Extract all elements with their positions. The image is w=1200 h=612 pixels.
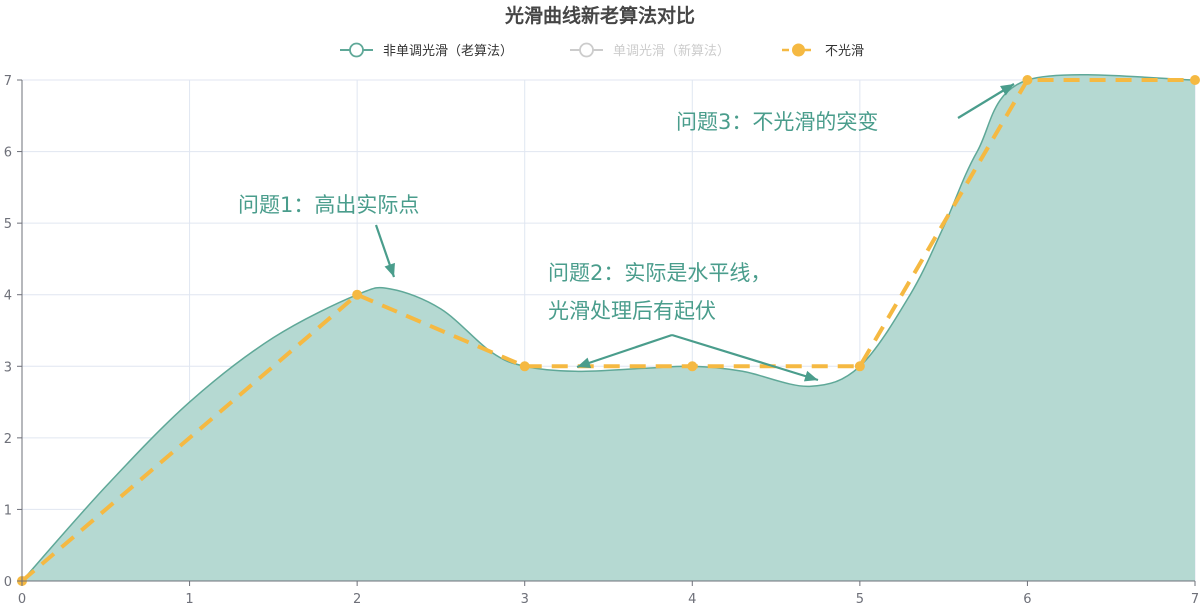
arrow-problem-1 (374, 224, 396, 278)
x-tick-label: 5 (856, 592, 864, 607)
legend-label: 单调光滑（新算法） (613, 43, 730, 59)
y-tick-label: 0 (4, 575, 12, 590)
y-tick-label: 6 (4, 146, 12, 161)
x-tick-label: 6 (1023, 592, 1031, 607)
legend-item-1[interactable]: 非单调光滑（老算法） (340, 42, 513, 60)
annotation-problem-2-text: 光滑处理后有起伏 (548, 299, 716, 323)
y-tick-label: 3 (4, 360, 12, 375)
annotation-problem-1-text: 问题1：高出实际点 (238, 193, 419, 217)
legend: 非单调光滑（老算法） 单调光滑（新算法） 不光滑 (340, 42, 864, 60)
arrow-problem-3-head (1000, 84, 1014, 96)
arrow-problem-3 (957, 83, 1015, 119)
y-tick-label: 2 (4, 432, 12, 447)
x-tick-label: 0 (18, 592, 26, 607)
arrow-problem-1-head (384, 262, 395, 277)
legend-label: 非单调光滑（老算法） (383, 44, 513, 59)
y-tick-label: 4 (4, 289, 12, 304)
data-point-unsmoothed (687, 361, 698, 372)
arrow-problem-2-left (576, 333, 673, 369)
x-tick-label: 1 (185, 592, 193, 607)
legend-item-3[interactable]: 不光滑 (782, 43, 864, 59)
y-tick-label: 5 (4, 217, 12, 232)
y-tick-label: 7 (4, 74, 12, 89)
axes: 0 1 2 3 4 5 6 7 0 1 2 3 4 5 6 7 (4, 74, 1199, 607)
x-tick-label: 4 (688, 592, 696, 607)
legend-symbol-dot (349, 42, 364, 58)
arrow-problem-2-right-shaft (671, 333, 819, 382)
annotation-problem-2-text: 问题2：实际是水平线， (548, 261, 771, 285)
x-tick-label: 7 (1191, 592, 1199, 607)
data-point-unsmoothed (1190, 75, 1200, 85)
chart-title: 光滑曲线新老算法对比 (504, 4, 695, 27)
legend-symbol-dot (792, 43, 805, 57)
legend-symbol-dot (579, 42, 594, 58)
area-old-algorithm (22, 74, 1195, 581)
series-layer (17, 73, 1200, 586)
legend-item-2[interactable]: 单调光滑（新算法） (570, 42, 730, 59)
data-point-unsmoothed (1022, 75, 1033, 85)
y-tick-label: 1 (4, 503, 12, 518)
x-tick-label: 2 (353, 592, 361, 607)
arrow-problem-2-left-shaft (576, 333, 673, 369)
arrow-problem-2-right (671, 333, 819, 382)
arrow-problem-2-right-head (803, 370, 818, 382)
arrow-problem-2-left-head (577, 357, 592, 369)
annotation-problem-3-text: 问题3：不光滑的突变 (676, 110, 878, 134)
data-point-unsmoothed (352, 289, 363, 300)
data-point-unsmoothed (854, 361, 865, 372)
legend-label: 不光滑 (825, 44, 864, 59)
x-tick-label: 3 (521, 592, 529, 607)
data-point-unsmoothed (519, 361, 530, 372)
